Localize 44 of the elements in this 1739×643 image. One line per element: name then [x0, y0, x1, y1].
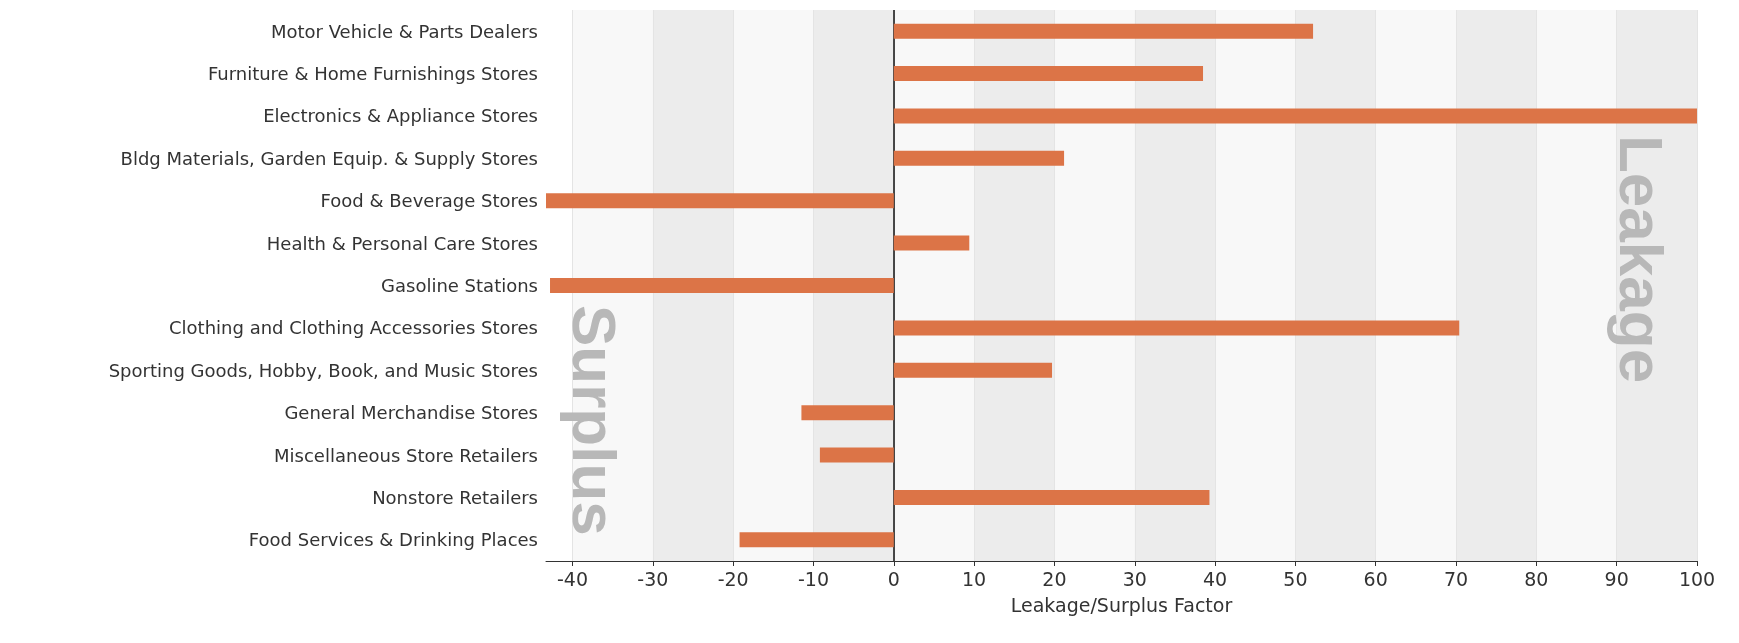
x-tick-label: -30 — [637, 567, 669, 590]
x-tick-label: -20 — [717, 567, 749, 590]
bar — [893, 362, 1053, 378]
x-tick-label: 70 — [1443, 567, 1469, 590]
y-tick-label: Miscellaneous Store Retailers — [274, 444, 538, 466]
bar — [893, 320, 1460, 336]
x-tick-label: 20 — [1042, 567, 1067, 590]
y-tick-label: Nonstore Retailers — [372, 486, 538, 508]
x-tick-label: -10 — [797, 567, 829, 590]
bar — [893, 235, 970, 251]
y-tick-label: Sporting Goods, Hobby, Book, and Music Stores — [108, 359, 538, 381]
bar — [893, 66, 1204, 82]
bar — [546, 193, 894, 209]
bar — [893, 489, 1210, 505]
y-tick-label: General Merchandise Stores — [284, 402, 538, 424]
annotation: Leakage — [1606, 135, 1676, 384]
x-tick-label: 0 — [887, 567, 900, 590]
x-tick-label: 80 — [1524, 567, 1549, 590]
x-tick-label: 50 — [1283, 567, 1308, 590]
bar — [819, 447, 894, 463]
y-tick-label: Clothing and Clothing Accessories Stores — [169, 317, 538, 339]
x-tick-label: 10 — [962, 567, 987, 590]
y-tick-label: Gasoline Stations — [381, 275, 538, 296]
y-tick-label: Motor Vehicle & Parts Dealers — [270, 20, 538, 42]
y-tick-label: Food & Beverage Stores — [320, 190, 538, 212]
x-tick-label: 60 — [1363, 567, 1388, 590]
x-tick-label: -40 — [556, 567, 589, 590]
y-tick-label: Furniture & Home Furnishings Stores — [207, 63, 538, 85]
y-tick-label: Health & Personal Care Stores — [266, 232, 538, 254]
bar — [550, 278, 894, 293]
y-tick-label: Electronics & Appliance Stores — [263, 105, 538, 127]
x-axis-title: Leakage/Surplus Factor — [1010, 593, 1233, 616]
x-tick-label: 90 — [1604, 567, 1629, 590]
x-tick-label: 40 — [1202, 567, 1228, 590]
bar — [893, 23, 1314, 39]
x-tick-label: 30 — [1122, 567, 1147, 590]
annotation: Surplus — [559, 305, 629, 536]
bar — [801, 405, 894, 421]
y-tick-label: Bldg Materials, Garden Equip. & Supply Stores — [120, 147, 538, 169]
bar — [893, 108, 1697, 124]
y-tick-label: Food Services & Drinking Places — [248, 529, 538, 551]
bar — [893, 150, 1065, 166]
x-tick-label: 100 — [1678, 567, 1716, 590]
bar — [739, 532, 894, 548]
